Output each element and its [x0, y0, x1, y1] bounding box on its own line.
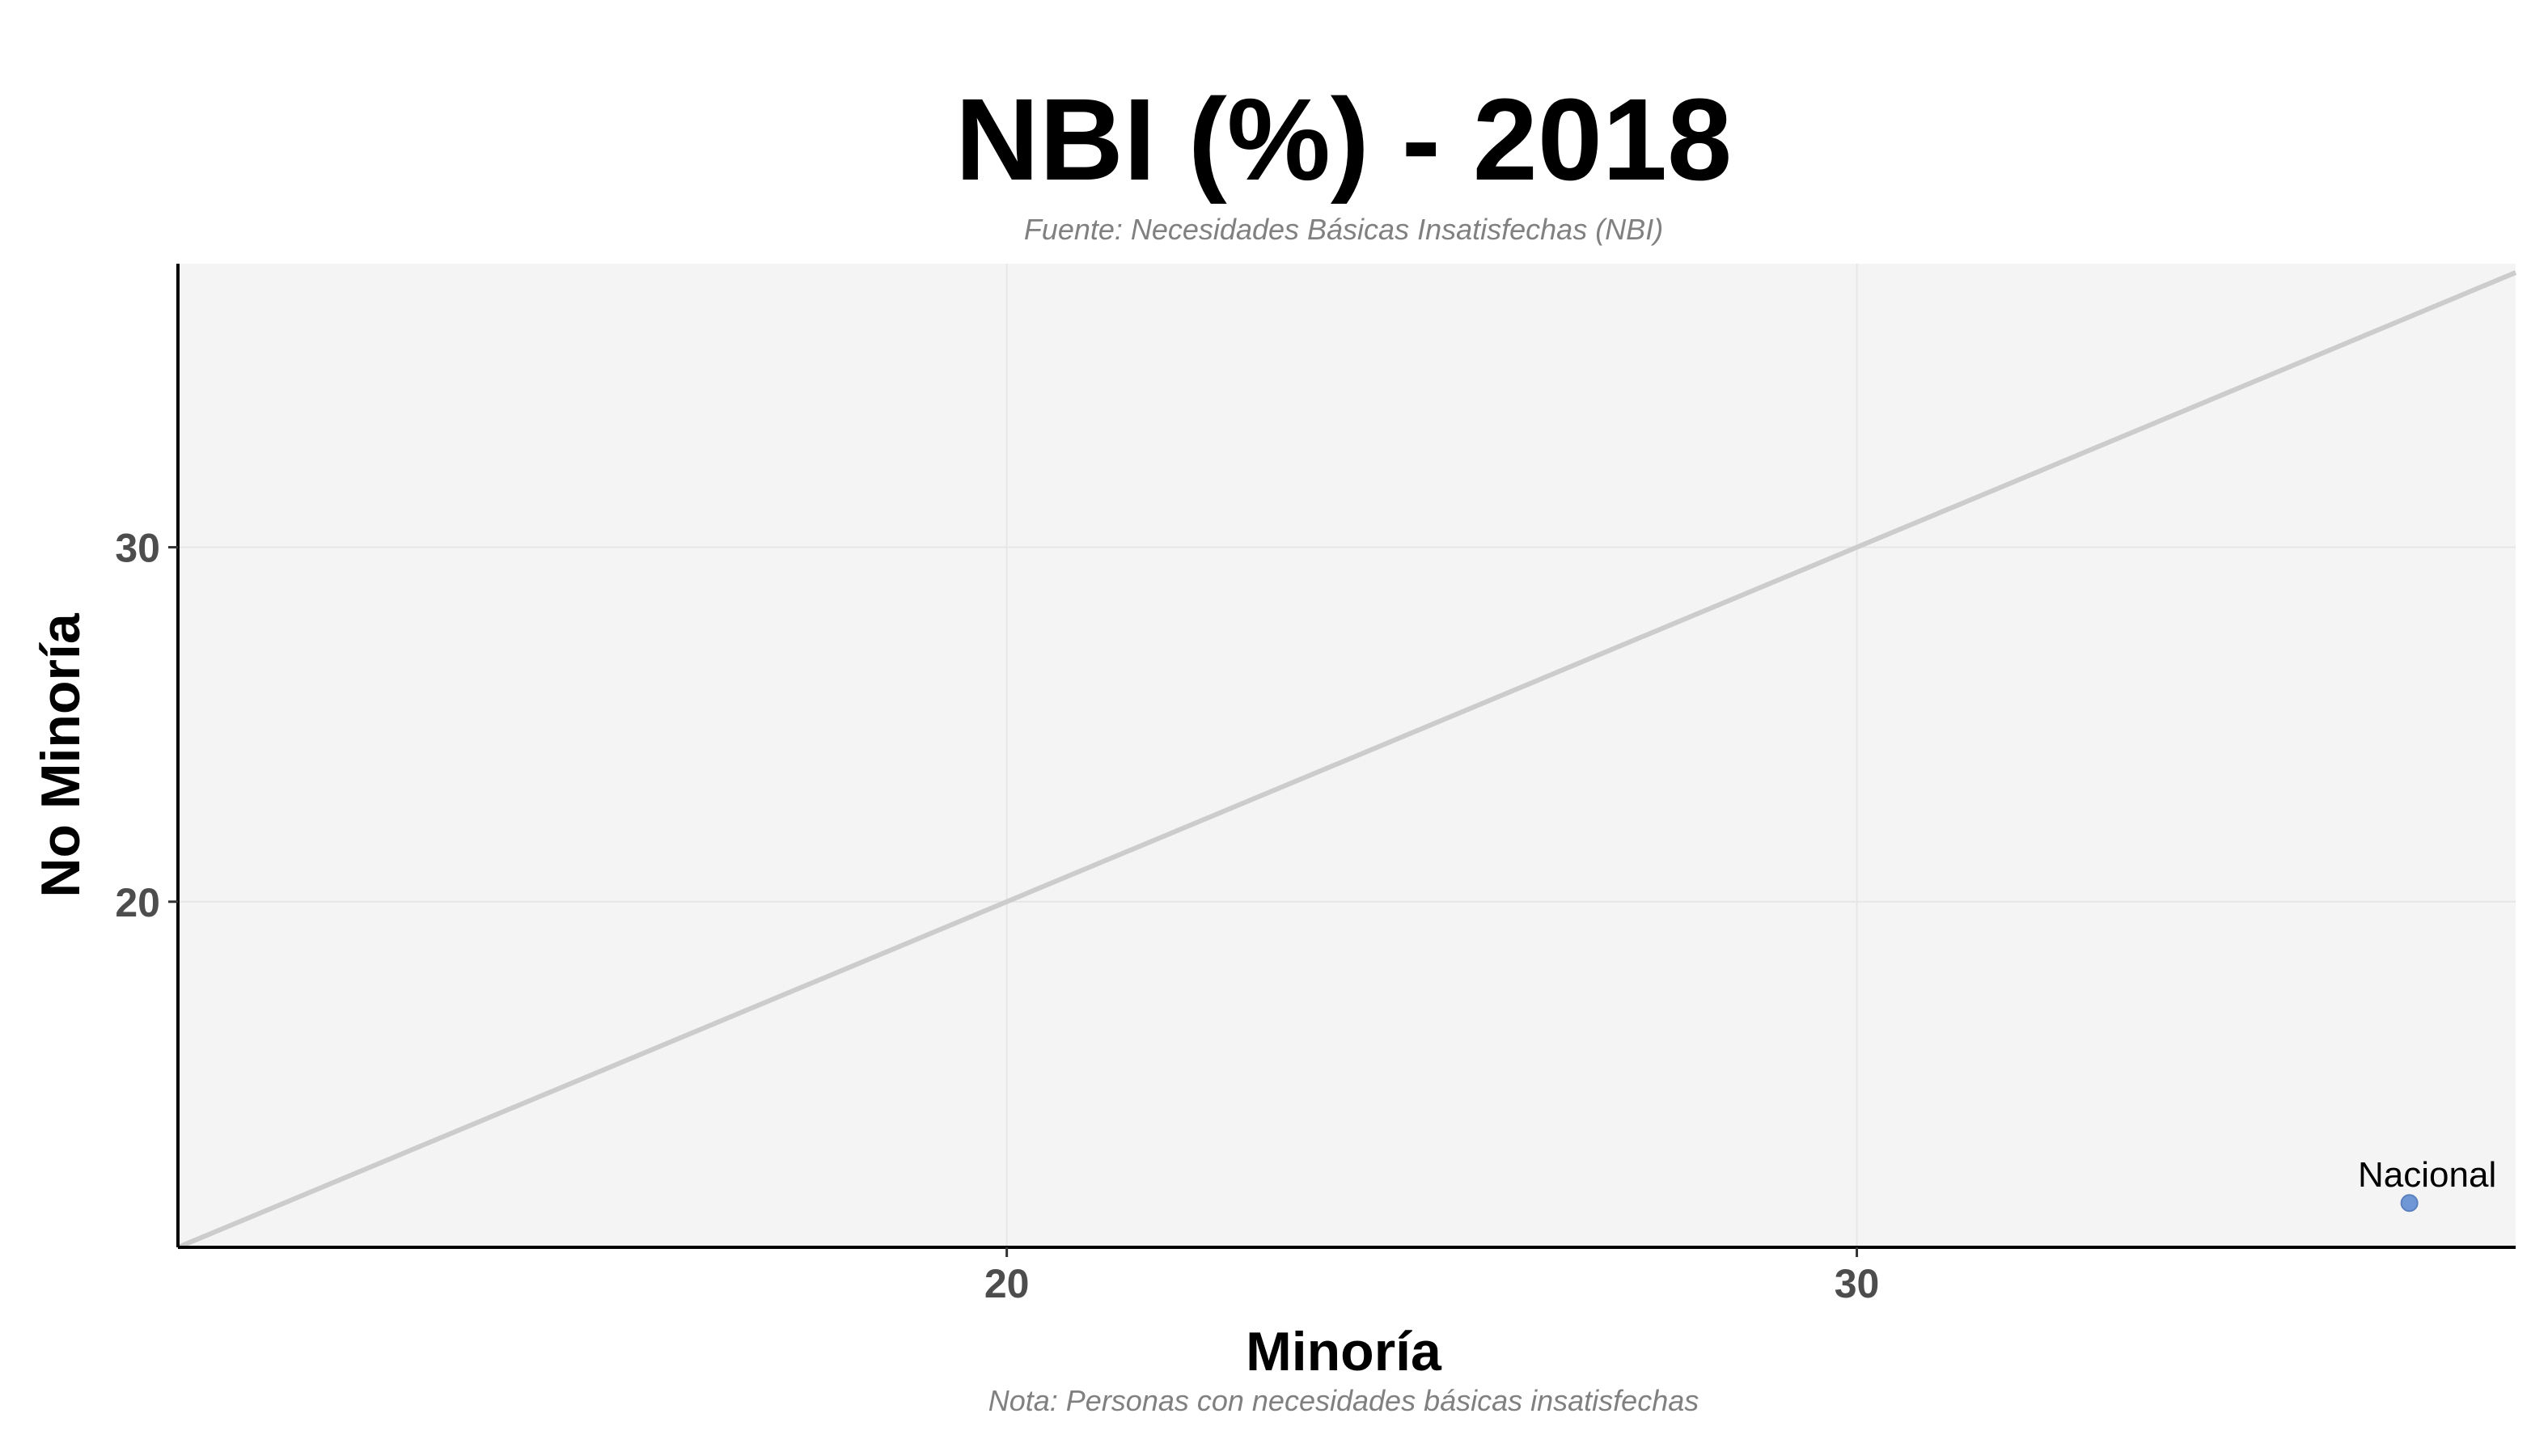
y-tick-label-30: 30: [115, 526, 160, 571]
x-axis-ticks: 20 30: [984, 1247, 1880, 1306]
x-tick-label-20: 20: [984, 1261, 1030, 1306]
x-tick-label-30: 30: [1835, 1261, 1880, 1306]
data-point-label-0: Nacional: [2358, 1155, 2496, 1195]
y-axis-title: No Minoría: [30, 612, 91, 898]
reference-line-y-equals-x: [176, 270, 2517, 1250]
data-point-0: [2400, 1194, 2419, 1213]
gridlines: [178, 264, 2516, 1247]
x-axis-title: Minoría: [1246, 1321, 1442, 1382]
chart-subtitle: Fuente: Necesidades Básicas Insatisfecha…: [1024, 213, 1663, 246]
y-tick-label-20: 20: [115, 880, 160, 925]
chart-title: NBI (%) - 2018: [955, 74, 1732, 205]
data-points: Nacional: [2358, 1155, 2496, 1213]
chart-caption: Nota: Personas con necesidades básicas i…: [988, 1384, 1699, 1417]
